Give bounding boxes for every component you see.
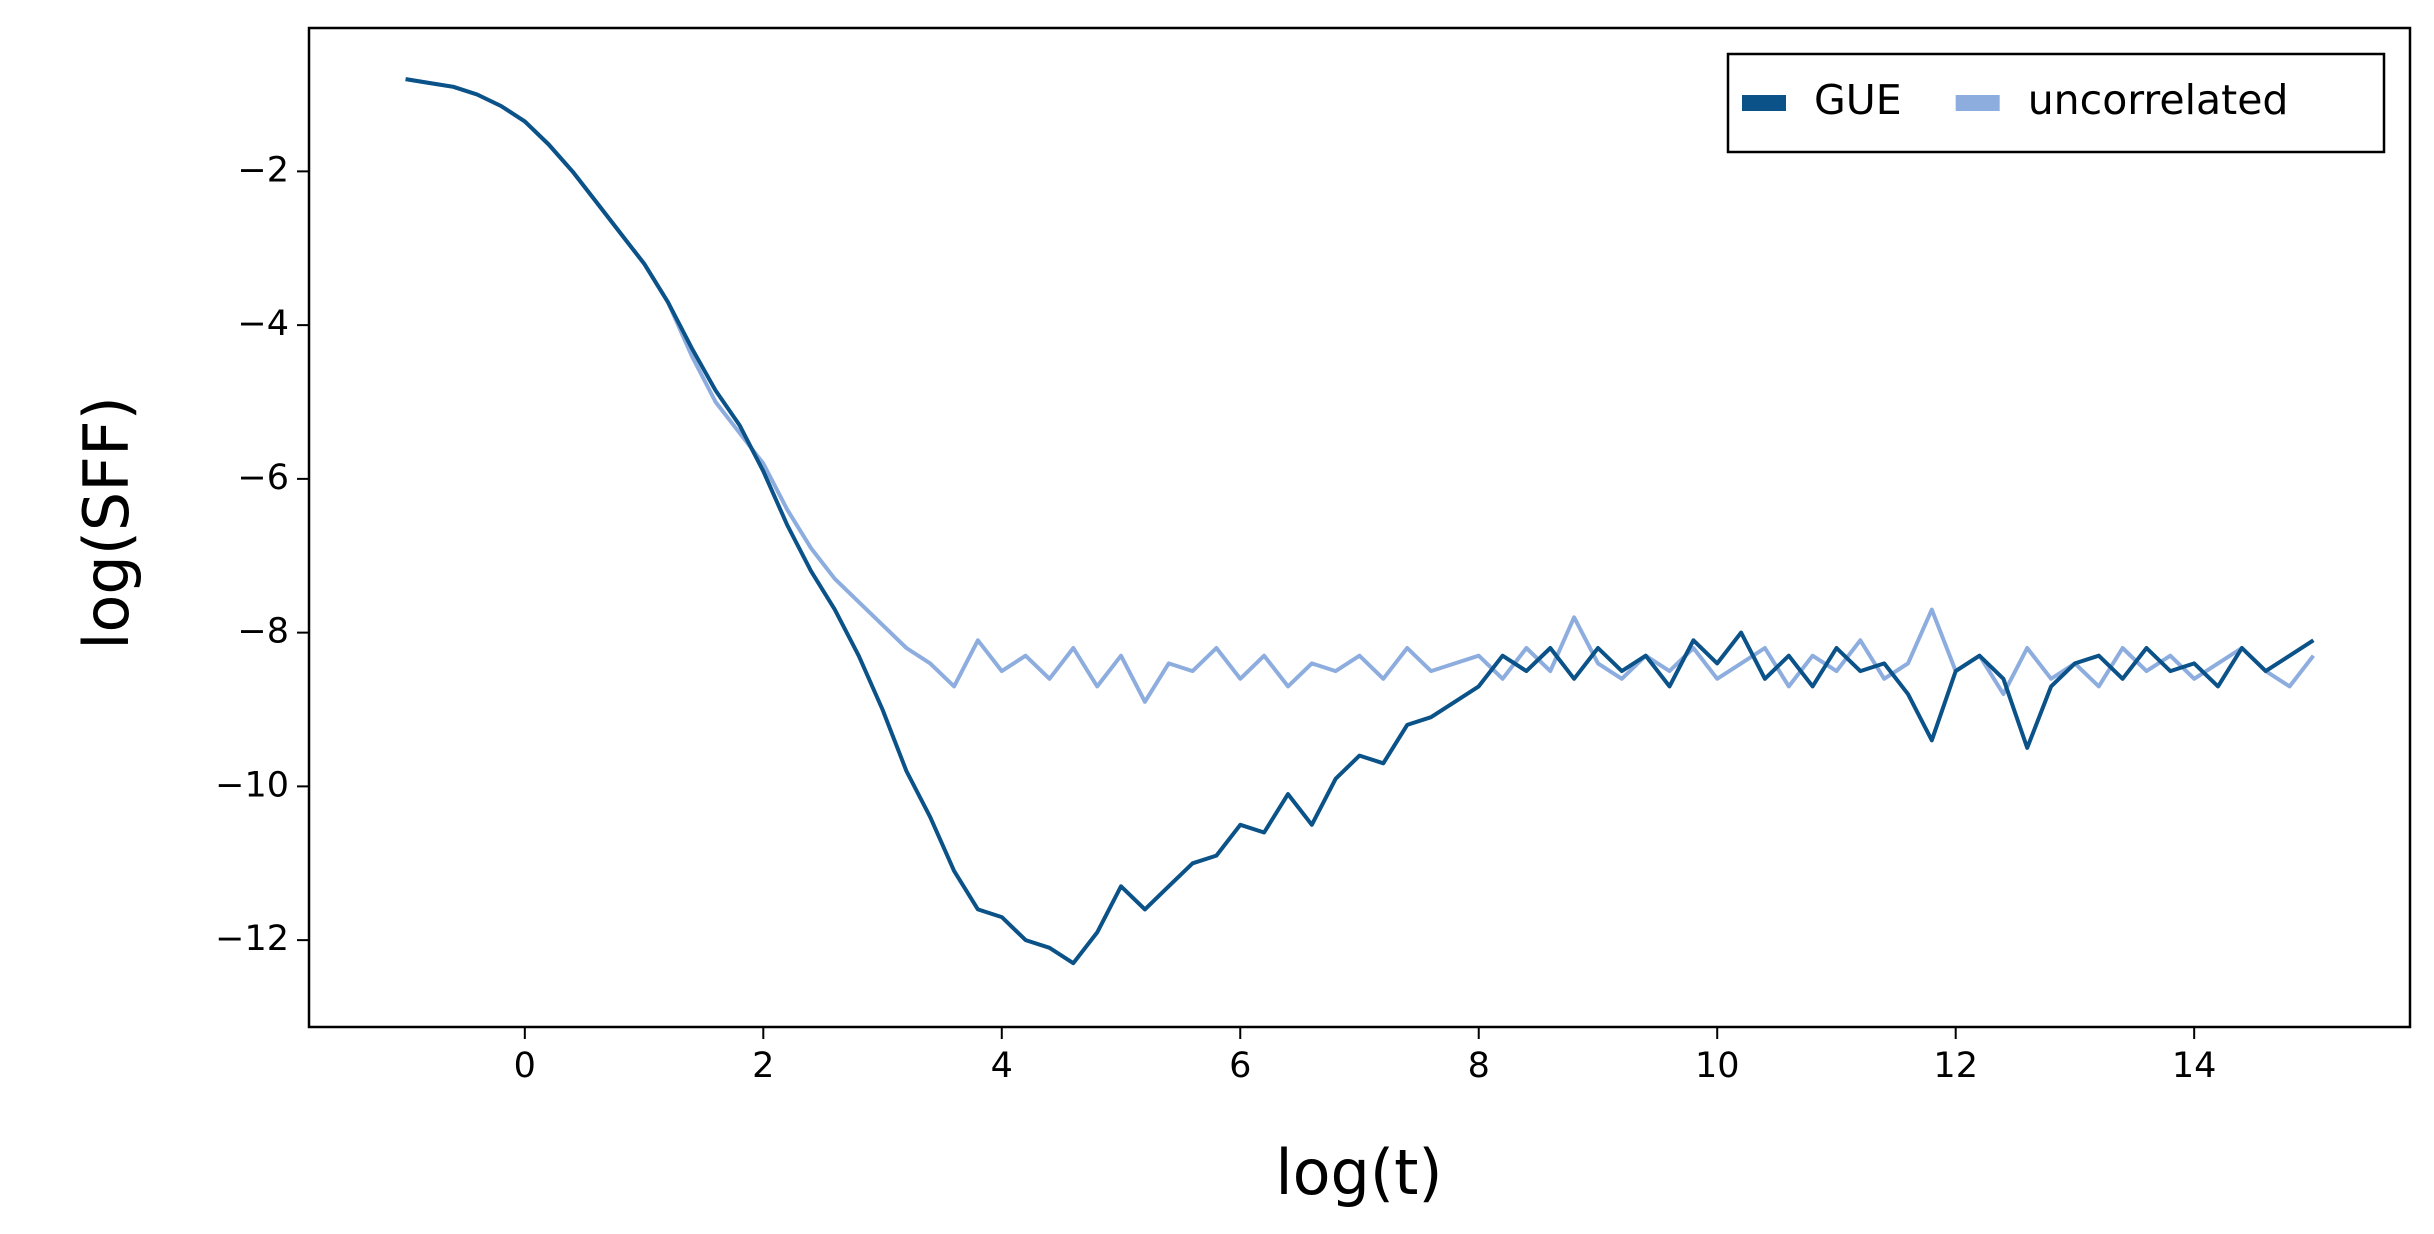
y-tick-label: −2 (237, 150, 289, 190)
series-line (405, 77, 2315, 966)
x-tick-label: 14 (2172, 1046, 2217, 1086)
legend-box (1726, 52, 2386, 154)
y-tick-label: −12 (215, 919, 289, 959)
y-tick-label: −8 (237, 612, 289, 652)
x-tick-label: 6 (1229, 1046, 1251, 1086)
x-tick-label: 12 (1933, 1046, 1978, 1086)
x-tick-label: 2 (752, 1046, 774, 1086)
y-tick-label: −6 (237, 458, 289, 498)
series-line (405, 77, 2315, 704)
x-tick-label: 4 (991, 1046, 1013, 1086)
y-axis-label: log(SFF) (70, 396, 143, 650)
plot-frame (307, 26, 2412, 1029)
x-axis-label: log(t) (1275, 1136, 1442, 1209)
y-tick-label: −4 (237, 304, 289, 344)
legend-label: uncorrelated (2028, 76, 2289, 124)
legend-swatch (1955, 95, 2000, 111)
y-tick-label: −10 (215, 765, 289, 805)
legend-swatch (1742, 95, 1786, 111)
x-tick-label: 8 (1468, 1046, 1490, 1086)
x-tick-label: 10 (1695, 1046, 1740, 1086)
legend-label: GUE (1814, 76, 1902, 124)
x-tick-label: 0 (514, 1046, 536, 1086)
